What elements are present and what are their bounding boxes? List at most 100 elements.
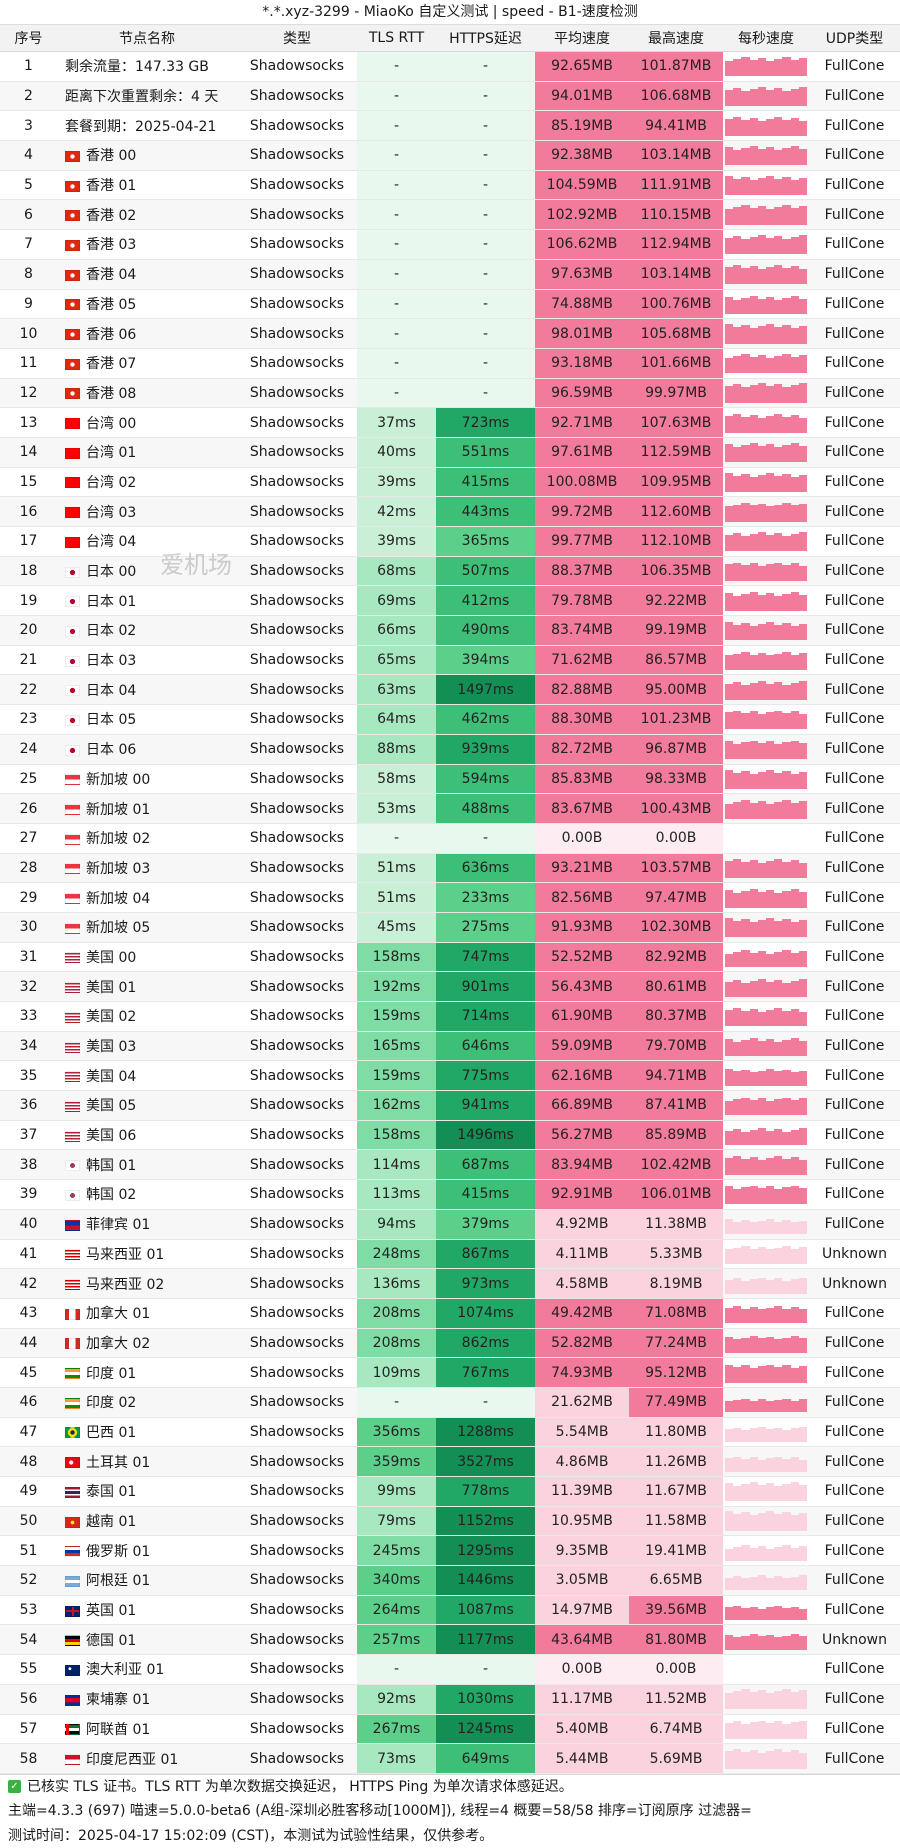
sparkline-bar bbox=[782, 565, 791, 582]
table-row[interactable]: 50 越南 01 Shadowsocks 79ms 1152ms 10.95MB 11.58… bbox=[0, 1506, 900, 1537]
table-row[interactable]: 3 套餐到期：2025-04-21 Shadowsocks - -85.19MB 94.4… bbox=[0, 110, 900, 142]
node-name-text: 新加坡 05 bbox=[86, 920, 151, 937]
node-name: 香港 04 bbox=[57, 259, 237, 290]
table-row[interactable]: 31 美国 00 Shadowsocks 158ms 747ms 52.52MB 82.92… bbox=[0, 942, 900, 973]
table-row[interactable]: 17 台湾 04 Shadowsocks 39ms 365ms 99.77MB 112.10… bbox=[0, 526, 900, 557]
header-index[interactable]: 序号 bbox=[0, 25, 57, 52]
table-row[interactable]: 43 加拿大 01 Shadowsocks 208ms 1074ms 49.42MB 71.… bbox=[0, 1298, 900, 1329]
max-speed-value: 80.37MB bbox=[629, 1001, 723, 1032]
table-row[interactable]: 12 香港 08 Shadowsocks - -96.59MB 99.97MB FullCo… bbox=[0, 378, 900, 409]
sparkline-bar bbox=[733, 744, 742, 760]
header-tls-rtt[interactable]: TLS RTT bbox=[357, 25, 436, 52]
table-row[interactable]: 41 马来西亚 01 Shadowsocks 248ms 867ms 4.11MB 5.33… bbox=[0, 1239, 900, 1270]
sparkline-bar bbox=[766, 1723, 775, 1739]
sparkline-bar bbox=[790, 1279, 799, 1294]
table-row[interactable]: 54 德国 01 Shadowsocks 257ms 1177ms 43.64MB 81.8… bbox=[0, 1624, 900, 1656]
table-row[interactable]: 18 日本 00 Shadowsocks 68ms 507ms 88.37MB 106.35… bbox=[0, 556, 900, 587]
table-row[interactable]: 14 台湾 01 Shadowsocks 40ms 551ms 97.61MB 112.59… bbox=[0, 437, 900, 468]
table-row[interactable]: 34 美国 03 Shadowsocks 165ms 646ms 59.09MB 79.70… bbox=[0, 1031, 900, 1062]
table-row[interactable]: 47 巴西 01 Shadowsocks 356ms 1288ms 5.54MB 11.80… bbox=[0, 1417, 900, 1448]
table-row[interactable]: 1 剩余流量：147.33 GB Shadowsocks - -92.65MB 101.8… bbox=[0, 51, 900, 82]
table-row[interactable]: 15 台湾 02 Shadowsocks 39ms 415ms 100.08MB 109.9… bbox=[0, 467, 900, 498]
table-row[interactable]: 6 香港 02 Shadowsocks - -102.92MB 110.15MB FullC… bbox=[0, 199, 900, 231]
speed-sparkline bbox=[725, 769, 808, 789]
table-row[interactable]: 13 台湾 00 Shadowsocks 37ms 723ms 92.71MB 107.63… bbox=[0, 407, 900, 438]
per-second-speed-graph bbox=[723, 289, 809, 320]
tls-rtt-value: 40ms bbox=[357, 437, 436, 468]
table-row[interactable]: 53 英国 01 Shadowsocks 264ms 1087ms 14.97MB 39.5… bbox=[0, 1595, 900, 1626]
node-name-text: 香港 05 bbox=[86, 296, 137, 313]
https-latency-value: 649ms bbox=[436, 1743, 535, 1774]
table-row[interactable]: 36 美国 05 Shadowsocks 162ms 941ms 66.89MB 87.41… bbox=[0, 1090, 900, 1121]
sparkline-bar bbox=[749, 89, 758, 107]
max-speed-value: 100.76MB bbox=[629, 289, 723, 320]
table-row[interactable]: 48 土耳其 01 Shadowsocks 359ms 3527ms 4.86MB 11.2… bbox=[0, 1446, 900, 1477]
udp-type-value: FullCone bbox=[809, 1031, 900, 1062]
table-row[interactable]: 57 阿联酋 01 Shadowsocks 267ms 1245ms 5.40MB 6.74… bbox=[0, 1714, 900, 1745]
sparkline-bar bbox=[757, 1720, 767, 1739]
table-row[interactable]: 20 日本 02 Shadowsocks 66ms 490ms 83.74MB 99.19M… bbox=[0, 615, 900, 646]
sparkline-bar bbox=[725, 981, 734, 997]
table-row[interactable]: 5 香港 01 Shadowsocks - -104.59MB 111.91MB FullC… bbox=[0, 170, 900, 201]
table-row[interactable]: 10 香港 06 Shadowsocks - -98.01MB 105.68MB FullC… bbox=[0, 318, 900, 349]
speed-sparkline bbox=[725, 413, 808, 433]
table-row[interactable]: 49 泰国 01 Shadowsocks 99ms 778ms 11.39MB 11.67M… bbox=[0, 1476, 900, 1507]
table-row[interactable]: 22 日本 04 Shadowsocks 63ms 1497ms 82.88MB 95.00… bbox=[0, 674, 900, 706]
table-row[interactable]: 7 香港 03 Shadowsocks - -106.62MB 112.94MB FullC… bbox=[0, 229, 900, 260]
header-udp-type[interactable]: UDP类型 bbox=[809, 25, 900, 52]
table-row[interactable]: 40 菲律宾 01 Shadowsocks 94ms 379ms 4.92MB 11.38M… bbox=[0, 1209, 900, 1240]
table-row[interactable]: 19 日本 01 Shadowsocks 69ms 412ms 79.78MB 92.22M… bbox=[0, 585, 900, 617]
table-row[interactable]: 58 印度尼西亚 01 Shadowsocks 73ms 649ms 5.44MB 5.69… bbox=[0, 1743, 900, 1774]
table-row[interactable]: 55 澳大利亚 01 Shadowsocks - -0.00B 0.00B FullCone bbox=[0, 1654, 900, 1685]
row-index: 11 bbox=[0, 348, 57, 379]
header-avg-speed[interactable]: 平均速度 bbox=[535, 25, 629, 52]
header-node-name[interactable]: 节点名称 bbox=[57, 25, 237, 52]
table-row[interactable]: 28 新加坡 03 Shadowsocks 51ms 636ms 93.21MB 103.5… bbox=[0, 853, 900, 884]
footer-line-tls: ✓ 已核实 TLS 证书。TLS RTT 为单次数据交换延迟， HTTPS Pin… bbox=[8, 1775, 900, 1800]
table-row[interactable]: 35 美国 04 Shadowsocks 159ms 775ms 62.16MB 94.71… bbox=[0, 1060, 900, 1092]
table-row[interactable]: 45 印度 01 Shadowsocks 109ms 767ms 74.93MB 95.12… bbox=[0, 1357, 900, 1388]
table-row[interactable]: 33 美国 02 Shadowsocks 159ms 714ms 61.90MB 80.37… bbox=[0, 1001, 900, 1032]
table-row[interactable]: 27 新加坡 02 Shadowsocks - -0.00B 0.00B FullCone bbox=[0, 823, 900, 854]
table-row[interactable]: 26 新加坡 01 Shadowsocks 53ms 488ms 83.67MB 100.4… bbox=[0, 793, 900, 824]
table-row[interactable]: 37 美国 06 Shadowsocks 158ms 1496ms 56.27MB 85.8… bbox=[0, 1120, 900, 1151]
table-row[interactable]: 9 香港 05 Shadowsocks - -74.88MB 100.76MB FullCo… bbox=[0, 289, 900, 320]
table-row[interactable]: 32 美国 01 Shadowsocks 192ms 901ms 56.43MB 80.61… bbox=[0, 971, 900, 1002]
table-row[interactable]: 2 距离下次重置剩余：4 天 Shadowsocks - -94.01MB 106.68M… bbox=[0, 81, 900, 112]
sparkline-bar bbox=[782, 473, 791, 492]
sparkline-bar bbox=[733, 475, 742, 492]
table-row[interactable]: 11 香港 07 Shadowsocks - -93.18MB 101.66MB FullC… bbox=[0, 348, 900, 379]
tls-rtt-value: 64ms bbox=[357, 704, 436, 735]
node-name: 新加坡 00 bbox=[57, 764, 237, 795]
header-https-latency[interactable]: HTTPS延迟 bbox=[436, 25, 535, 52]
table-row[interactable]: 44 加拿大 02 Shadowsocks 208ms 862ms 52.82MB 77.2… bbox=[0, 1328, 900, 1359]
flag-hk-icon bbox=[65, 388, 80, 400]
header-max-speed[interactable]: 最高速度 bbox=[629, 25, 723, 52]
table-row[interactable]: 4 香港 00 Shadowsocks - -92.38MB 103.14MB FullCo… bbox=[0, 140, 900, 171]
table-row[interactable]: 8 香港 04 Shadowsocks - -97.63MB 103.14MB FullCo… bbox=[0, 259, 900, 290]
header-per-second-speed[interactable]: 每秒速度 bbox=[723, 25, 809, 52]
udp-type-value: FullCone bbox=[809, 734, 900, 765]
table-row[interactable]: 52 阿根廷 01 Shadowsocks 340ms 1446ms 3.05MB 6.65… bbox=[0, 1565, 900, 1596]
tls-rtt-value: 66ms bbox=[357, 615, 436, 646]
table-row[interactable]: 21 日本 03 Shadowsocks 65ms 394ms 71.62MB 86.57M… bbox=[0, 645, 900, 676]
table-row[interactable]: 25 新加坡 00 Shadowsocks 58ms 594ms 85.83MB 98.33… bbox=[0, 764, 900, 795]
node-name-text: 马来西亚 02 bbox=[86, 1276, 165, 1293]
table-row[interactable]: 39 韩国 02 Shadowsocks 113ms 415ms 92.91MB 106.0… bbox=[0, 1179, 900, 1210]
sparkline-bar bbox=[790, 1481, 799, 1502]
header-type[interactable]: 类型 bbox=[237, 25, 357, 52]
table-row[interactable]: 16 台湾 03 Shadowsocks 42ms 443ms 99.72MB 112.60… bbox=[0, 496, 900, 527]
table-row[interactable]: 38 韩国 01 Shadowsocks 114ms 687ms 83.94MB 102.4… bbox=[0, 1149, 900, 1181]
table-row[interactable]: 30 新加坡 05 Shadowsocks 45ms 275ms 91.93MB 102.3… bbox=[0, 912, 900, 943]
table-row[interactable]: 23 日本 05 Shadowsocks 64ms 462ms 88.30MB 101.23… bbox=[0, 704, 900, 735]
table-row[interactable]: 46 印度 02 Shadowsocks - -21.62MB 77.49MB FullCo… bbox=[0, 1387, 900, 1418]
sparkline-bar bbox=[733, 772, 742, 789]
table-row[interactable]: 24 日本 06 Shadowsocks 88ms 939ms 82.72MB 96.87M… bbox=[0, 734, 900, 765]
table-row[interactable]: 42 马来西亚 02 Shadowsocks 136ms 973ms 4.58MB 8.19… bbox=[0, 1268, 900, 1299]
table-row[interactable]: 56 柬埔寨 01 Shadowsocks 92ms 1030ms 11.17MB 11.5… bbox=[0, 1684, 900, 1715]
table-row[interactable]: 51 俄罗斯 01 Shadowsocks 245ms 1295ms 9.35MB 19.4… bbox=[0, 1535, 900, 1567]
table-row[interactable]: 29 新加坡 04 Shadowsocks 51ms 233ms 82.56MB 97.47… bbox=[0, 882, 900, 913]
https-latency-value: 1177ms bbox=[436, 1624, 535, 1656]
per-second-speed-graph bbox=[723, 1506, 809, 1537]
max-speed-value: 77.49MB bbox=[629, 1387, 723, 1418]
